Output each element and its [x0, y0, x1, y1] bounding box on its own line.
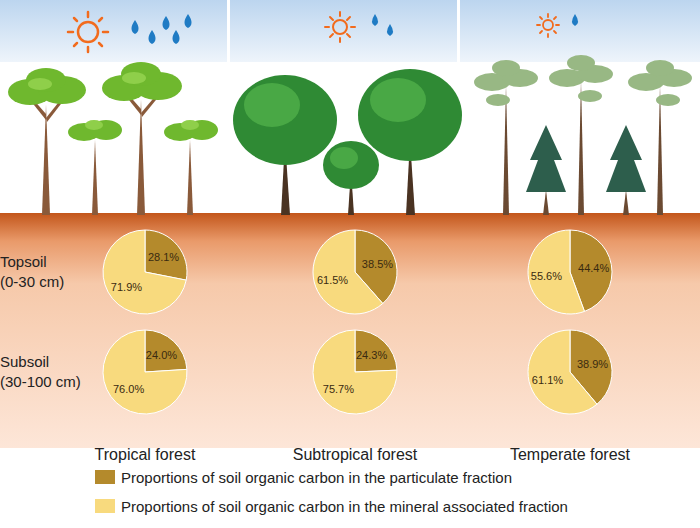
svg-text:38.5%: 38.5%	[362, 258, 393, 270]
svg-text:24.3%: 24.3%	[356, 349, 387, 361]
svg-text:(30-100 cm): (30-100 cm)	[0, 373, 81, 390]
svg-text:28.1%: 28.1%	[148, 251, 179, 263]
svg-text:Subsoil: Subsoil	[0, 353, 49, 370]
svg-text:76.0%: 76.0%	[113, 383, 144, 395]
svg-text:61.1%: 61.1%	[532, 374, 563, 386]
svg-text:(0-30 cm): (0-30 cm)	[0, 273, 64, 290]
svg-text:Subtropical forest: Subtropical forest	[293, 446, 418, 463]
svg-text:44.4%: 44.4%	[578, 262, 609, 274]
svg-text:75.7%: 75.7%	[323, 383, 354, 395]
svg-text:71.9%: 71.9%	[111, 281, 142, 293]
svg-text:61.5%: 61.5%	[317, 274, 348, 286]
svg-text:Proportions of soil organic ca: Proportions of soil organic carbon in th…	[121, 469, 512, 486]
svg-text:Tropical forest: Tropical forest	[95, 446, 196, 463]
svg-text:55.6%: 55.6%	[531, 270, 562, 282]
svg-text:Temperate forest: Temperate forest	[510, 446, 631, 463]
svg-text:38.9%: 38.9%	[577, 358, 608, 370]
svg-text:24.0%: 24.0%	[146, 349, 177, 361]
svg-text:Topsoil: Topsoil	[0, 253, 47, 270]
svg-text:Proportions of soil organic ca: Proportions of soil organic carbon in th…	[121, 498, 568, 515]
